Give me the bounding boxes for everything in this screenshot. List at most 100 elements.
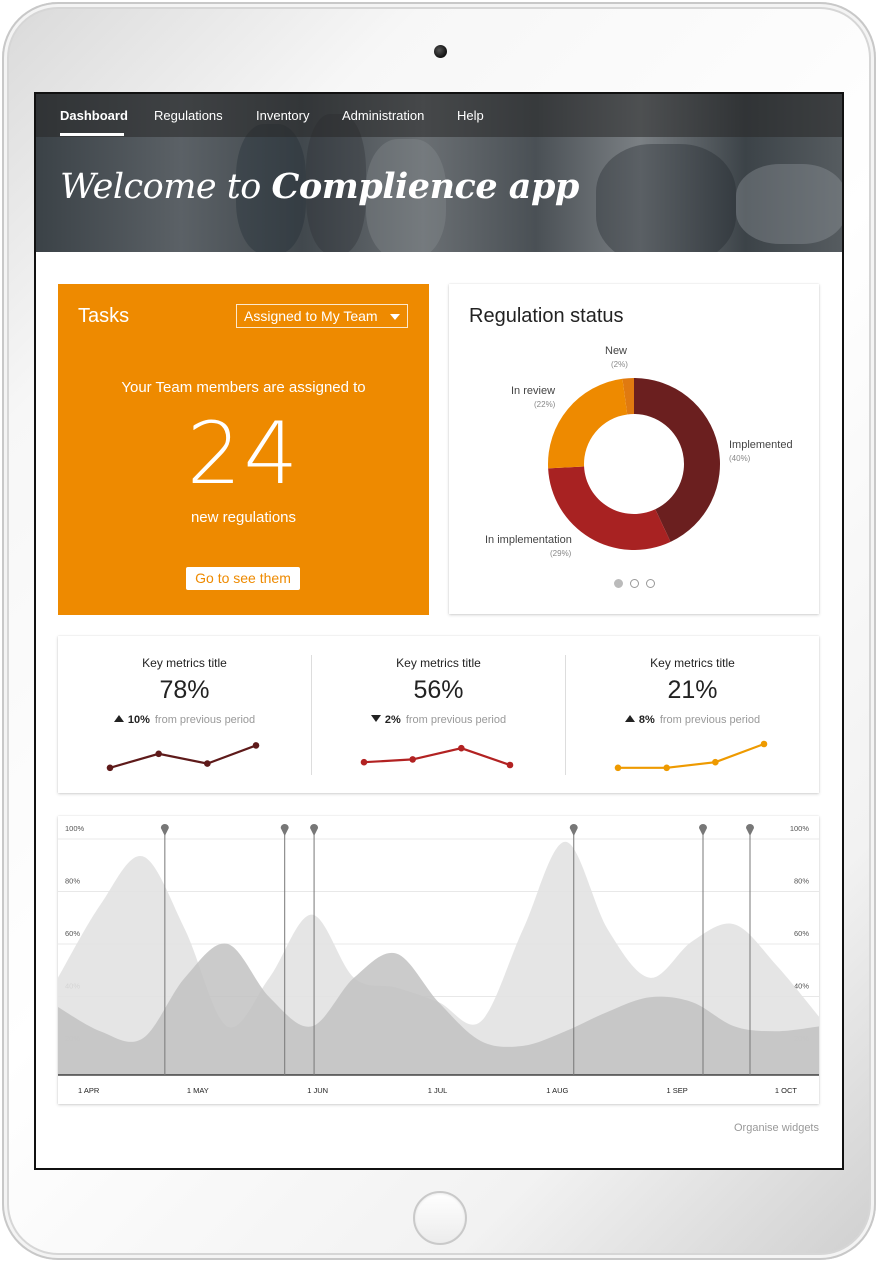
- hero-photo-shape: [306, 114, 366, 252]
- trend-up-icon: [113, 715, 124, 722]
- metric-3: Key metrics title 21% 8% from previous pe…: [566, 636, 819, 793]
- tasks-description: Your Team members are assigned to: [121, 379, 366, 396]
- sparkline-point[interactable]: [712, 758, 719, 766]
- metric-change-pct: 2%: [384, 714, 401, 726]
- sparkline-point[interactable]: [614, 764, 622, 772]
- welcome-title-prefix: Welcome to: [60, 167, 272, 207]
- app-screen: Dashboard Regulations Inventory Administ…: [34, 92, 844, 1170]
- regulation-donut-chart: [548, 378, 720, 550]
- metric-change-caption: from previous period: [154, 714, 256, 726]
- tasks-title: Tasks: [78, 305, 130, 327]
- x-tick-label: 1 JUL: [428, 1086, 448, 1095]
- y-tick-label-right: 100%: [790, 824, 810, 833]
- top-nav: Dashboard Regulations Inventory Administ…: [36, 94, 842, 137]
- trend-down-icon: [370, 715, 381, 722]
- camera-icon: [434, 45, 447, 58]
- metric-divider: [565, 655, 566, 775]
- y-tick-label-left: 100%: [65, 824, 85, 833]
- y-tick-label-left: 60%: [65, 929, 80, 938]
- sparkline-point[interactable]: [106, 764, 114, 772]
- metric-title: Key metrics title: [650, 656, 735, 670]
- slice-label-implemented: Implemented: [729, 439, 793, 451]
- y-tick-label-right: 40%: [794, 982, 809, 991]
- tasks-filter-value: Assigned to My Team: [244, 308, 378, 324]
- nav-active-indicator: [60, 133, 124, 136]
- event-marker-pin-icon[interactable]: [699, 824, 707, 836]
- sparkline-point[interactable]: [252, 742, 260, 749]
- nav-item-help[interactable]: Help: [457, 108, 484, 123]
- metric-title: Key metrics title: [396, 656, 481, 670]
- sparkline-point[interactable]: [360, 758, 368, 766]
- tasks-filter-dropdown[interactable]: Assigned to My Team: [236, 304, 408, 328]
- x-tick-label: 1 SEP: [667, 1086, 688, 1095]
- sparkline-point[interactable]: [204, 760, 211, 767]
- sparkline-point[interactable]: [458, 744, 465, 752]
- donut-slice-implemented[interactable]: [634, 378, 720, 542]
- metric-change-caption: from previous period: [659, 714, 761, 726]
- metric-value: 78%: [159, 676, 210, 704]
- metric-change: 8% from previous period: [566, 714, 819, 726]
- nav-item-administration[interactable]: Administration: [342, 108, 425, 123]
- metric-divider: [311, 655, 312, 775]
- chevron-down-icon: [390, 314, 400, 320]
- metric-title: Key metrics title: [142, 656, 227, 670]
- event-marker-pin-icon[interactable]: [569, 824, 578, 836]
- hero-photo-shape: [366, 139, 446, 252]
- hero-banner: Dashboard Regulations Inventory Administ…: [36, 94, 842, 252]
- metric-1: Key metrics title 78% 10% from previous p…: [58, 636, 311, 793]
- nav-item-dashboard[interactable]: Dashboard: [60, 108, 128, 123]
- carousel-dot-1[interactable]: [614, 579, 623, 588]
- slice-pct-implemented: (40%): [729, 454, 751, 463]
- sparkline-point[interactable]: [155, 750, 162, 758]
- x-tick-label: 1 APR: [78, 1086, 100, 1095]
- nav-item-regulations[interactable]: Regulations: [154, 108, 223, 123]
- carousel-dot-3[interactable]: [646, 579, 655, 588]
- metric-sparkline: [106, 742, 260, 772]
- sparkline-point[interactable]: [506, 761, 514, 769]
- event-marker-pin-icon[interactable]: [310, 824, 319, 836]
- sparkline-point[interactable]: [760, 740, 768, 748]
- sparkline-line: [363, 747, 511, 767]
- metric-value: 56%: [413, 676, 464, 704]
- x-tick-label: 1 MAY: [187, 1086, 209, 1095]
- donut-slice-new[interactable]: [622, 378, 634, 415]
- metric-change-pct: 10%: [127, 714, 150, 726]
- carousel-dot-2[interactable]: [630, 579, 639, 588]
- hero-photo-shape: [236, 124, 306, 252]
- trend-up-icon: [624, 715, 635, 722]
- sparkline-line: [109, 744, 257, 769]
- regulation-status-title: Regulation status: [469, 305, 624, 327]
- event-marker-pin-icon[interactable]: [746, 824, 754, 836]
- y-tick-label-right: 60%: [794, 929, 809, 938]
- slice-pct-in-implementation: (29%): [550, 549, 572, 558]
- go-to-tasks-button[interactable]: Go to see them: [186, 567, 300, 590]
- tasks-count: 24: [186, 404, 301, 504]
- tasks-count-caption: new regulations: [190, 509, 297, 526]
- welcome-title: Welcome to Complience app: [60, 166, 579, 207]
- slice-label-new: New: [605, 345, 628, 357]
- sparkline-point[interactable]: [663, 764, 670, 772]
- metric-value: 21%: [667, 676, 718, 704]
- x-tick-label: 1 OCT: [775, 1086, 798, 1095]
- metric-change-pct: 8%: [638, 714, 655, 726]
- sparkline-point[interactable]: [409, 756, 416, 763]
- x-tick-label: 1 AUG: [546, 1086, 568, 1095]
- slice-pct-new: (2%): [611, 360, 628, 369]
- event-marker-pin-icon[interactable]: [160, 824, 169, 836]
- y-tick-label-left: 80%: [65, 877, 80, 886]
- metric-sparkline: [614, 740, 768, 772]
- nav-item-inventory[interactable]: Inventory: [256, 108, 310, 123]
- sparkline-line: [618, 742, 765, 769]
- hero-photo-shape: [596, 144, 736, 252]
- organise-widgets-link[interactable]: Organise widgets: [734, 1122, 819, 1134]
- area-series-dark: [58, 943, 819, 1075]
- home-button[interactable]: [413, 1191, 467, 1245]
- welcome-title-app: Complience app: [271, 166, 580, 207]
- metric-sparkline: [360, 744, 514, 769]
- donut-slice-in-implementation[interactable]: [548, 466, 671, 550]
- donut-slice-in-review[interactable]: [548, 378, 628, 469]
- event-marker-pin-icon[interactable]: [280, 824, 289, 836]
- metric-change: 10% from previous period: [58, 714, 311, 726]
